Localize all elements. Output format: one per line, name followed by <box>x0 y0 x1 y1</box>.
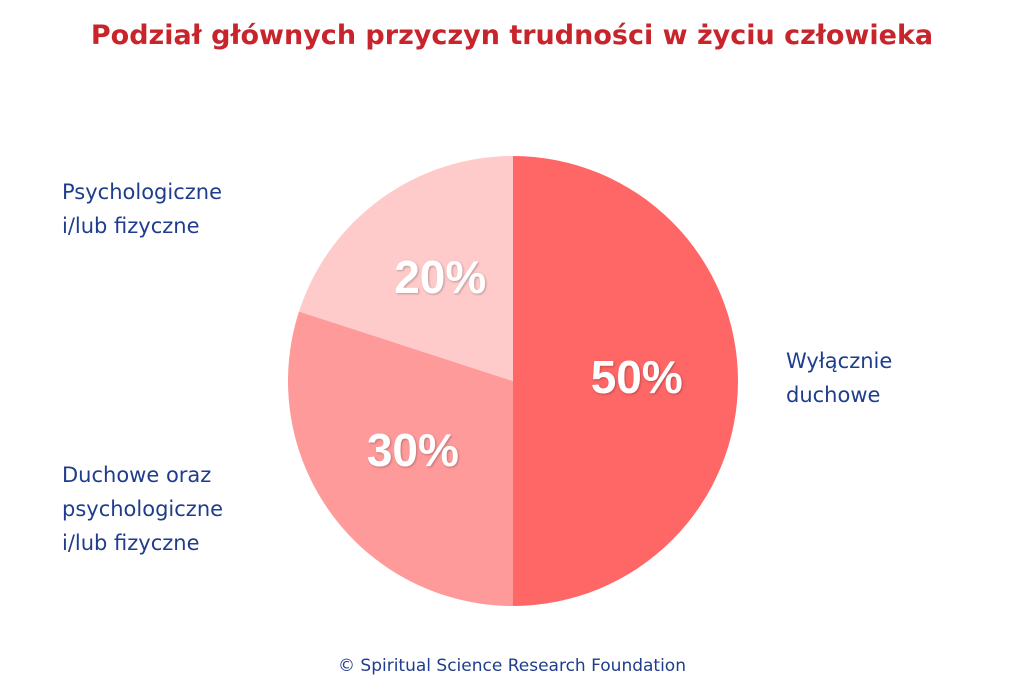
value-label: 20% <box>394 251 486 303</box>
pie-slice <box>513 156 738 606</box>
chart-title: Podział głównych przyczyn trudności w ży… <box>90 20 934 51</box>
category-label: Wyłącznie duchowe <box>786 349 893 407</box>
source-note: © Spiritual Science Research Foundation <box>338 656 686 676</box>
category-label: Psychologiczne i/lub fizyczne <box>62 180 223 238</box>
value-label: 50% <box>591 351 683 403</box>
value-label: 30% <box>367 424 459 476</box>
pie-slice <box>299 156 513 381</box>
category-label: Duchowe oraz psychologiczne i/lub fizycz… <box>62 463 224 555</box>
pie-slice <box>288 311 513 606</box>
